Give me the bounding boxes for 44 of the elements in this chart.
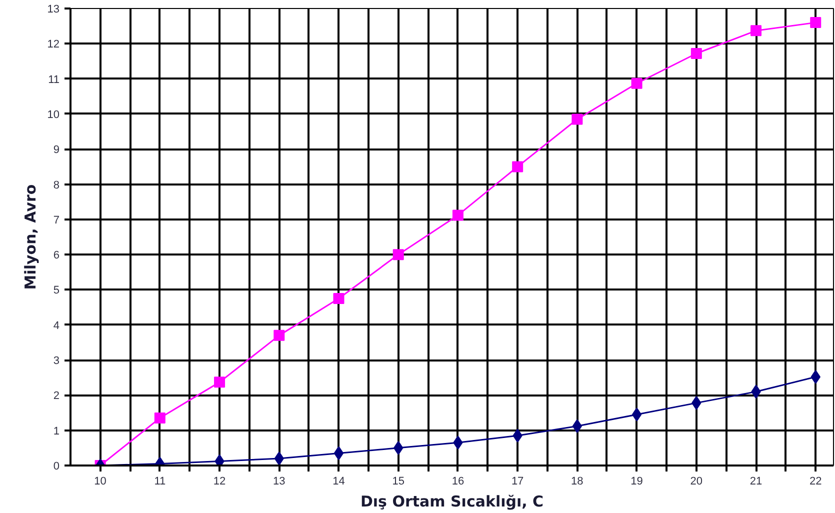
- y-tick-label: 8: [53, 179, 60, 192]
- x-tick-label: 11: [154, 476, 166, 488]
- x-tick-label: 16: [452, 476, 464, 488]
- point: [632, 408, 642, 422]
- point: [214, 376, 226, 388]
- y-axis-title: Milyon, Avro: [21, 184, 40, 290]
- x-tick-label: 19: [630, 476, 643, 488]
- x-tick-label: 15: [392, 476, 404, 488]
- x-tick-label: 13: [273, 476, 286, 488]
- point: [452, 210, 464, 221]
- point: [154, 412, 166, 424]
- x-axis-title: Dış Ortam Sıcaklığı, C: [360, 492, 544, 510]
- y-tick-label: 7: [53, 214, 60, 226]
- point: [572, 114, 583, 125]
- y-tick-label: 10: [47, 108, 60, 121]
- y-tick-label: 12: [47, 38, 60, 51]
- x-tick-label: 17: [511, 476, 524, 488]
- y-tick-label: 1: [53, 425, 60, 438]
- x-tick-label: 20: [690, 476, 703, 488]
- point: [274, 330, 285, 341]
- y-tick-label: 4: [53, 320, 60, 332]
- y-tick-label: 2: [53, 390, 60, 402]
- point: [512, 161, 524, 172]
- point: [690, 48, 702, 59]
- point: [631, 78, 642, 89]
- point: [334, 446, 344, 460]
- y-tick-label: 6: [53, 250, 60, 262]
- point: [750, 25, 762, 36]
- y-tick-label: 5: [53, 284, 60, 297]
- x-tick-label: 10: [94, 476, 106, 488]
- point: [333, 293, 344, 304]
- x-tick-label: 12: [213, 476, 226, 488]
- y-tick-label: 9: [53, 144, 60, 156]
- x-tick-label: 22: [810, 476, 822, 488]
- point: [392, 249, 404, 260]
- x-tick-label: 21: [750, 476, 762, 488]
- point: [572, 419, 582, 434]
- y-tick-label: 13: [47, 4, 60, 16]
- x-tick-label: 18: [571, 476, 584, 488]
- x-tick-label: 14: [332, 476, 345, 488]
- y-tick-label: 11: [48, 74, 60, 86]
- y-tick-label: 0: [53, 460, 60, 472]
- point: [810, 17, 822, 28]
- y-tick-label: 3: [53, 355, 60, 368]
